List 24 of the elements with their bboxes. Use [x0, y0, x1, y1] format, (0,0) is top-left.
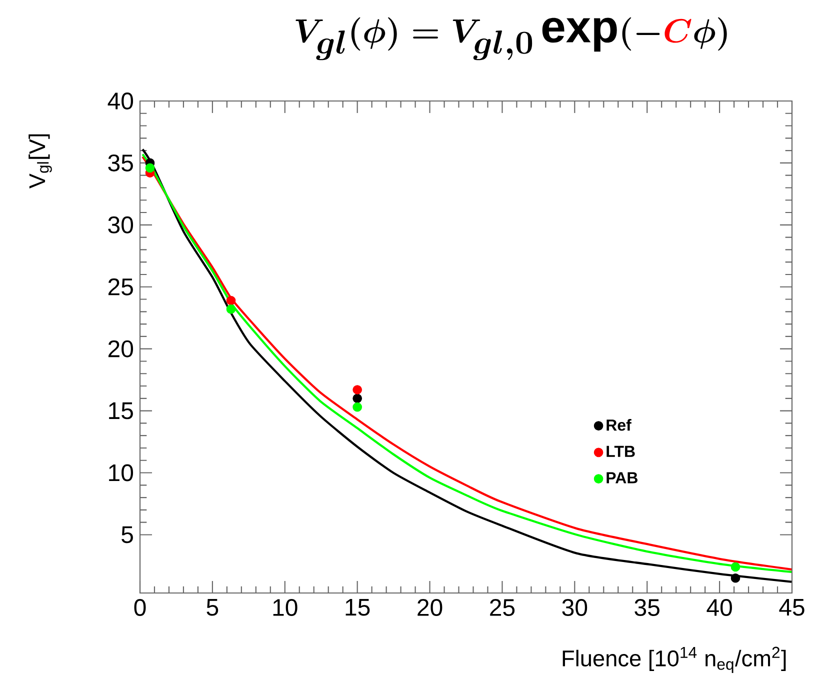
x-tick-label: 45 — [779, 599, 804, 616]
y-tick-label: 25 — [108, 278, 133, 296]
y-tick-label: 10 — [109, 464, 134, 482]
x-tick-label: 0 — [134, 599, 146, 616]
x-tick-label: 20 — [418, 599, 442, 616]
x-axis-title: Fluence [10$^{14}$ n$_{eq}$/cm$^{2}$] — [562, 646, 786, 673]
y-tick-label: 30 — [108, 216, 134, 234]
y-tick-label: 15 — [109, 402, 133, 420]
x-tick-label: 15 — [346, 599, 370, 616]
x-tick-label: 5 — [206, 599, 218, 616]
y-axis-title: V$_{gl}$[V] — [28, 134, 52, 188]
y-tick-label: 35 — [108, 154, 133, 172]
legend-label: Ref — [606, 419, 632, 431]
x-tick-label: 40 — [706, 599, 732, 616]
y-tick-label: 20 — [108, 340, 134, 358]
x-tick-label: 35 — [634, 599, 660, 616]
y-tick-label: 40 — [108, 92, 134, 110]
chart-title: $V_{gl}(\phi) = V_{gl,0}\exp(-{\color{red}C}\phi)$ — [296, 17, 727, 60]
x-tick-label: 25 — [490, 599, 515, 616]
legend-label: PAB — [606, 472, 638, 484]
x-tick-label: 10 — [273, 599, 298, 616]
y-tick-label: 5 — [122, 526, 133, 544]
legend-label: LTB — [606, 446, 635, 457]
x-tick-label: 30 — [562, 599, 588, 616]
